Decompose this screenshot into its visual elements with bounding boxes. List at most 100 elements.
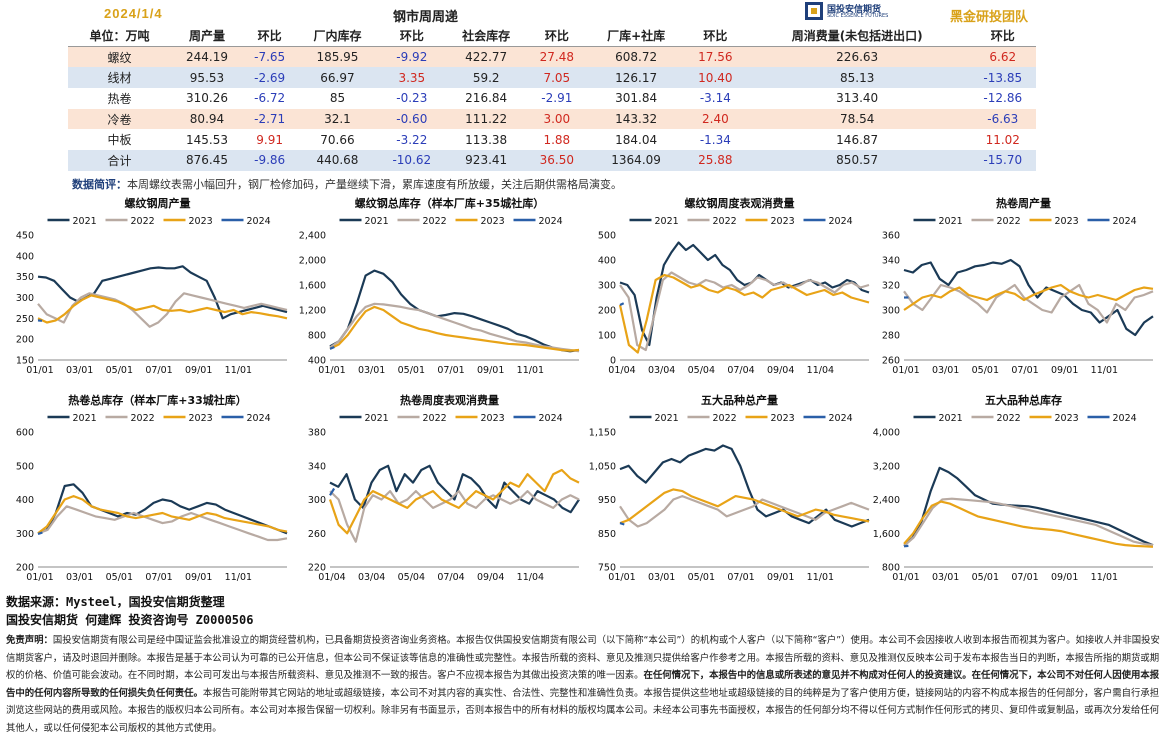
series-line-2021 [329, 269, 580, 353]
table-cell: -9.86 [243, 150, 297, 171]
table-cell: -6.63 [969, 108, 1036, 130]
table-cell: -3.22 [378, 129, 445, 151]
x-tick-label: 07/01 [1011, 365, 1038, 376]
table-cell: 143.32 [586, 108, 686, 130]
legend-label: 2022 [713, 413, 737, 424]
legend-label: 2023 [481, 413, 505, 424]
x-tick-label: 09/01 [767, 572, 794, 583]
y-tick-label: 400 [16, 251, 34, 262]
legend-label: 2024 [539, 216, 563, 227]
table-header-cell: 环比 [685, 25, 745, 47]
table-cell: -0.23 [378, 88, 445, 109]
table-cell: 中板 [68, 129, 171, 151]
line-chart: 五大品种总库存 2021 2022 2023 2024 800 1,600 2,400 3,20… [873, 393, 1154, 583]
table-cell: 78.54 [744, 108, 970, 130]
series-line-2022 [903, 497, 1154, 547]
x-tick-label: 01/01 [26, 365, 53, 376]
x-tick-label: 07/04 [727, 365, 754, 376]
legend-label: 2021 [655, 413, 679, 424]
x-tick-label: 03/04 [648, 365, 675, 376]
table-cell: 7.05 [527, 67, 587, 89]
x-tick-label: 05/01 [972, 572, 999, 583]
y-tick-label: 1,050 [589, 461, 616, 472]
table-cell: 184.04 [586, 129, 686, 151]
table-row: 合计 876.45 -9.86 440.68 -10.62 923.41 36.50 1364… [68, 150, 1036, 171]
x-tick-label: 07/01 [1011, 572, 1038, 583]
legend-label: 2022 [423, 216, 447, 227]
table-cell: -2.71 [243, 108, 297, 130]
table-header-cell: 厂内库存 [296, 25, 379, 47]
line-chart: 五大品种总产量 2021 2022 2023 2024 750 850 950 1,050 1,1… [589, 393, 870, 583]
legend-label: 2023 [481, 216, 505, 227]
x-tick-label: 11/01 [1091, 365, 1118, 376]
table-cell: 310.26 [170, 88, 243, 109]
disclaimer-label: 免责声明： [6, 635, 53, 646]
table-cell: 6.62 [969, 46, 1036, 68]
table-cell: 876.45 [170, 150, 243, 171]
x-tick-label: 11/01 [807, 572, 834, 583]
y-tick-label: 100 [598, 331, 616, 342]
x-tick-label: 05/01 [106, 365, 133, 376]
table-row: 热卷 310.26 -6.72 85 -0.23 216.84 -2.91 301.84 -3.… [68, 88, 1036, 109]
legend-label: 2022 [997, 216, 1021, 227]
table-cell: -10.62 [378, 150, 445, 171]
x-tick-label: 01/04 [318, 572, 345, 583]
y-tick-label: 850 [598, 529, 616, 540]
series-line-2022 [619, 271, 870, 352]
chart-title: 五大品种总库存 [985, 393, 1062, 407]
disclaimer-bold: 在任何情况下，本报告中的信息或所表述的意见并不构成对任何人的投资建议。在任何情况… [6, 670, 1160, 699]
series-line-2024 [329, 345, 335, 350]
data-comment: 数据简评：本周螺纹表需小幅回升，钢厂检修加码，产量继续下滑，累库速度有所放缓，关… [72, 176, 622, 192]
x-tick-label: 11/01 [1091, 572, 1118, 583]
series-line-2024 [37, 531, 43, 535]
table-cell: 85.13 [744, 67, 970, 89]
x-tick-label: 11/01 [225, 365, 252, 376]
y-tick-label: 320 [882, 281, 900, 292]
series-line-2023 [37, 494, 288, 535]
table-cell: 59.2 [445, 67, 528, 89]
steel-summary-table: 单位：万吨 周产量 环比 厂内库存 环比 社会库存 环比 厂库+社库 环比 周消费量(未包括进出口… [68, 25, 1036, 171]
y-tick-label: 1,600 [873, 529, 900, 540]
y-tick-label: 1,150 [589, 428, 616, 439]
x-tick-label: 03/01 [66, 572, 93, 583]
x-tick-label: 03/01 [932, 365, 959, 376]
table-cell: 冷卷 [68, 108, 171, 130]
legend-label: 2023 [189, 216, 213, 227]
x-tick-label: 05/01 [688, 572, 715, 583]
legend-label: 2021 [365, 413, 389, 424]
y-tick-label: 950 [598, 495, 616, 506]
series-line-2023 [328, 468, 580, 535]
y-tick-label: 800 [882, 563, 900, 574]
y-tick-label: 380 [308, 428, 326, 439]
disclaimer: 免责声明：国投安信期货有限公司是经中国证监会批准设立的期货经营机构，已具备期货投… [6, 632, 1162, 738]
legend-label: 2024 [829, 413, 853, 424]
x-tick-label: 07/01 [145, 365, 172, 376]
line-chart: 热卷周度表观消费量 2021 2022 2023 2024 220 260 300 340 380… [308, 393, 580, 583]
table-cell: -12.86 [969, 88, 1036, 109]
table-cell: 11.02 [969, 129, 1036, 151]
y-tick-label: 300 [16, 529, 34, 540]
legend-label: 2021 [939, 216, 963, 227]
x-tick-label: 09/01 [1051, 572, 1078, 583]
legend-label: 2023 [1055, 413, 1079, 424]
y-tick-label: 340 [882, 256, 900, 267]
y-tick-label: 360 [882, 231, 900, 242]
x-tick-label: 09/04 [477, 572, 504, 583]
y-tick-label: 1,600 [299, 281, 326, 292]
legend-label: 2022 [423, 413, 447, 424]
series-line-2022 [37, 505, 288, 542]
table-row: 螺纹 244.19 -7.65 185.95 -9.92 422.77 27.48 608.7… [68, 46, 1036, 68]
chart-title: 热卷周产量 [996, 196, 1051, 210]
chart-title: 螺纹钢总库存（样本厂库+35城社库） [355, 196, 545, 210]
table-cell: 145.53 [170, 129, 243, 151]
x-tick-label: 07/01 [727, 572, 754, 583]
logo-text-en: SDIC ESSENCE FUTURES [827, 13, 889, 19]
x-tick-label: 05/04 [688, 365, 715, 376]
legend-label: 2021 [73, 216, 97, 227]
series-line-2021 [329, 464, 580, 514]
chart-title: 五大品种总产量 [701, 393, 778, 407]
chart-title: 热卷总库存（样本厂库+33城社库） [68, 393, 247, 407]
disclaimer-text-2: 本报告可能附带其它网站的地址或超级链接，本公司不对其内容的真实性、合法性、完整性… [6, 687, 1160, 734]
table-cell: 85 [296, 88, 379, 109]
legend-label: 2023 [771, 413, 795, 424]
